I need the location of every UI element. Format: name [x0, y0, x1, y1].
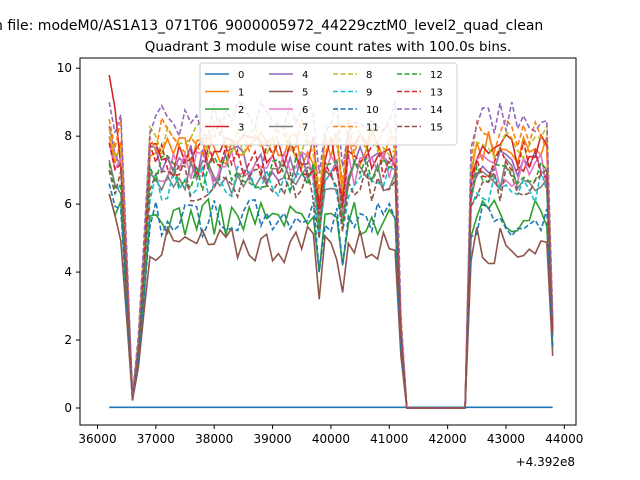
- x-tick-label: 44000: [545, 432, 583, 446]
- series-line-6: [108, 142, 554, 409]
- legend-box: [199, 62, 458, 146]
- legend-label-9: 9: [366, 88, 372, 99]
- series-line-9: [108, 164, 554, 409]
- legend-label-12: 12: [430, 70, 443, 81]
- y-tick-label: 10: [57, 61, 72, 75]
- y-tick-label: 2: [64, 333, 72, 347]
- series-line-2: [108, 193, 554, 409]
- x-tick-label: 41000: [370, 432, 408, 446]
- y-tick-label: 6: [64, 197, 72, 211]
- chart-title: Quadrant 3 module wise count rates with …: [145, 39, 511, 55]
- legend-label-15: 15: [430, 123, 443, 134]
- legend-label-0: 0: [238, 70, 244, 81]
- legend-label-7: 7: [302, 123, 308, 134]
- x-tick-label: 39000: [253, 432, 291, 446]
- y-tick-label: 0: [64, 401, 72, 415]
- series-line-13: [108, 140, 554, 409]
- x-axis-offset-label: +4.392e8: [516, 455, 575, 469]
- plot-area: [108, 74, 554, 409]
- legend-label-14: 14: [430, 105, 443, 116]
- legend-label-3: 3: [238, 123, 244, 134]
- x-axis: 36000 37000 38000 39000 40000 41000 42000 43000…: [78, 425, 583, 446]
- series-line-5: [108, 193, 554, 409]
- y-tick-label: 8: [64, 129, 72, 143]
- legend-label-13: 13: [430, 88, 443, 99]
- legend-label-5: 5: [302, 88, 308, 99]
- axes-frame: [79, 57, 577, 426]
- series-line-4: [108, 125, 554, 409]
- y-axis: 0 2 4 6 8 10: [57, 61, 80, 415]
- x-tick-label: 40000: [312, 432, 350, 446]
- legend-label-2: 2: [238, 105, 244, 116]
- x-tick-label: 38000: [195, 432, 233, 446]
- legend-label-10: 10: [366, 105, 379, 116]
- series-line-7: [108, 157, 554, 409]
- x-tick-label: 36000: [78, 432, 116, 446]
- x-tick-label: 42000: [429, 432, 467, 446]
- legend-label-4: 4: [302, 70, 308, 81]
- legend-label-8: 8: [366, 70, 372, 81]
- figure-suptitle: n file: modeM0/AS1A13_071T06_9000005972_…: [0, 18, 543, 34]
- y-tick-label: 4: [64, 265, 72, 279]
- legend-label-1: 1: [238, 88, 244, 99]
- x-tick-label: 43000: [487, 432, 525, 446]
- x-tick-label: 37000: [137, 432, 175, 446]
- series-line-12: [108, 153, 554, 409]
- series-line-15: [108, 164, 554, 409]
- legend-label-6: 6: [302, 105, 308, 116]
- series-line-10: [108, 183, 554, 409]
- legend-label-11: 11: [366, 123, 379, 134]
